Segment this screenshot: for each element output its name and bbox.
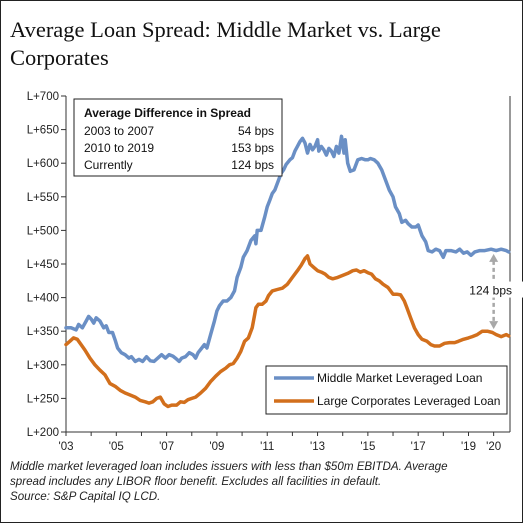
inset-row-1-value: 54 bps xyxy=(238,124,274,138)
x-tick-label: '03 xyxy=(59,441,74,453)
y-tick-label: L+250 xyxy=(27,393,59,405)
y-tick-label: L+700 xyxy=(27,91,59,103)
x-tick-label: '17 xyxy=(411,441,426,453)
x-tick-label: '05 xyxy=(109,441,124,453)
spread-annotation-arrowhead-top xyxy=(489,253,499,262)
inset-row-1-label: 2003 to 2007 xyxy=(84,124,154,138)
y-tick-label: L+200 xyxy=(27,427,59,439)
x-tick-label: '09 xyxy=(209,441,224,453)
legend-label-middle-market: Middle Market Leveraged Loan xyxy=(317,371,482,385)
spread-annotation-arrowhead-bottom xyxy=(489,321,499,330)
inset-table-box xyxy=(73,98,283,177)
footnote: Middle market leveraged loan includes is… xyxy=(10,459,515,504)
series-line-large-corporates xyxy=(64,254,511,409)
y-tick-label: L+400 xyxy=(27,293,59,305)
y-tick-label: L+300 xyxy=(27,360,59,372)
footnote-line-3: Source: S&P Capital IQ LCD. xyxy=(10,490,161,503)
spread-annotation-label: 124 bps xyxy=(469,284,512,298)
inset-row-2-value: 153 bps xyxy=(231,141,274,155)
y-tick-label: L+600 xyxy=(27,158,59,170)
inset-table: Average Difference in Spread 2003 to 200… xyxy=(73,98,283,177)
inset-row-3-value: 124 bps xyxy=(231,158,274,172)
legend-box xyxy=(265,365,508,415)
x-tick-label: '11 xyxy=(260,441,274,453)
y-tick-label: L+500 xyxy=(27,225,59,237)
y-tick-label: L+650 xyxy=(27,125,59,137)
legend: Middle Market Leveraged Loan Large Corpo… xyxy=(265,365,508,415)
x-tick-label: '07 xyxy=(159,441,174,453)
x-tick-label: '20 xyxy=(486,441,501,453)
series-line-middle-market xyxy=(64,134,511,364)
inset-table-header: Average Difference in Spread xyxy=(84,106,251,120)
x-tick-label: '19 xyxy=(461,441,476,453)
y-tick-label: L+550 xyxy=(27,192,59,204)
inset-row-3-label: Currently xyxy=(84,158,133,172)
spread-annotation: 124 bps xyxy=(463,253,524,330)
y-tick-label: L+350 xyxy=(27,326,59,338)
chart-title: Average Loan Spread: Middle Market vs. L… xyxy=(10,17,441,70)
footnote-line-2: spread includes any LIBOR floor benefit.… xyxy=(10,475,382,488)
footnote-line-1: Middle market leveraged loan includes is… xyxy=(10,460,448,473)
x-tick-label: '15 xyxy=(360,441,375,453)
legend-label-large-corporates: Large Corporates Leveraged Loan xyxy=(317,394,500,408)
x-tick-label: '13 xyxy=(310,441,325,453)
spread-annotation-label-bg xyxy=(463,281,524,298)
y-tick-label: L+450 xyxy=(27,259,59,271)
inset-row-2-label: 2010 to 2019 xyxy=(84,141,154,155)
